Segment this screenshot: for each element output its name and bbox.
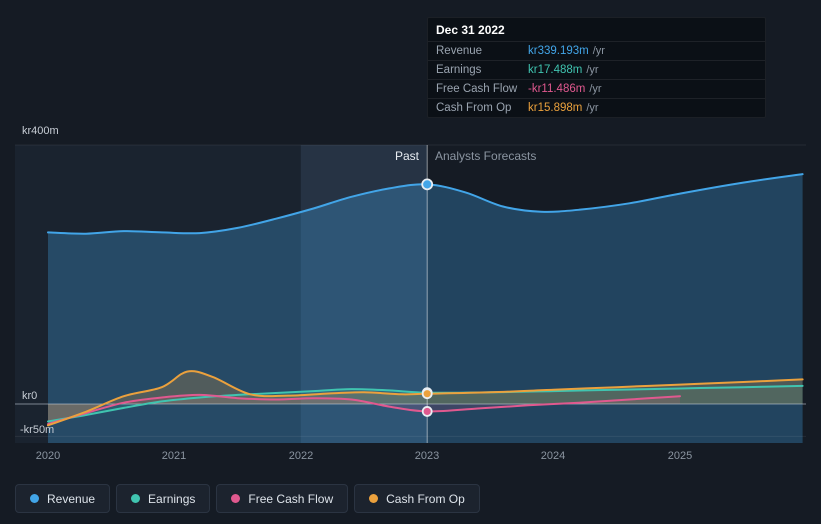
past-section-label: Past xyxy=(394,149,419,163)
tooltip-row-free-cash-flow: Free Cash Flow -kr11.486m /yr xyxy=(428,79,765,98)
series-line-free-cash-flow xyxy=(47,393,681,426)
x-axis-label-2021: 2021 xyxy=(161,450,187,462)
y-axis-label-400m: kr400m xyxy=(22,125,59,137)
tooltip-earnings-value: kr17.488m xyxy=(528,64,583,76)
series-line-revenue xyxy=(47,173,804,235)
tooltip-row-revenue: Revenue kr339.193m /yr xyxy=(428,41,765,60)
tooltip-revenue-value: kr339.193m xyxy=(528,45,589,57)
x-axis-label-2020: 2020 xyxy=(35,450,61,462)
tooltip-cashop-label: Cash From Op xyxy=(436,102,512,114)
tooltip-revenue-label: Revenue xyxy=(436,45,483,57)
free-cash-flow-dot-icon xyxy=(231,494,241,503)
chart-legend: Revenue Earnings Free Cash Flow Cash Fro… xyxy=(15,484,480,513)
series-area-free-cash-flow xyxy=(48,394,680,425)
series-area-revenue xyxy=(48,174,803,443)
tooltip-date: Dec 31 2022 xyxy=(436,23,505,37)
tooltip-fcf-unit: /yr xyxy=(589,83,602,95)
series-line-earnings xyxy=(47,384,804,423)
cash-from-op-dot-icon xyxy=(369,494,379,503)
tooltip-revenue-unit: /yr xyxy=(592,45,605,57)
legend-item-free-cash-flow[interactable]: Free Cash Flow xyxy=(216,484,349,513)
series-line-cash-from-op xyxy=(47,370,804,427)
legend-free-cash-flow-label: Free Cash Flow xyxy=(248,491,334,506)
tooltip-earnings-unit: /yr xyxy=(586,64,599,76)
tooltip-earnings-label: Earnings xyxy=(436,64,482,76)
legend-item-revenue[interactable]: Revenue xyxy=(15,484,111,513)
x-axis-label-2022: 2022 xyxy=(288,450,314,462)
earnings-dot-icon xyxy=(131,494,141,503)
tooltip-cashop-unit: /yr xyxy=(586,102,599,114)
x-axis-label-2025: 2025 xyxy=(667,450,693,462)
tooltip-row-earnings: Earnings kr17.488m /yr xyxy=(428,60,765,79)
revenue-dot-icon xyxy=(30,494,39,503)
x-axis-label-2024: 2024 xyxy=(540,450,566,462)
y-axis-label-neg50m: -kr50m xyxy=(20,424,55,436)
legend-earnings-label: Earnings xyxy=(148,491,196,506)
legend-cash-from-op-label: Cash From Op xyxy=(386,491,465,506)
chart-tooltip: Dec 31 2022 Revenue kr339.193m /yr Earni… xyxy=(427,17,766,118)
tooltip-fcf-label: Free Cash Flow xyxy=(436,83,518,95)
marker-free-cash-flow[interactable] xyxy=(421,406,433,417)
tooltip-fcf-value: -kr11.486m xyxy=(528,83,586,95)
marker-cash-from-op[interactable] xyxy=(421,388,433,400)
tooltip-cashop-value: kr15.898m xyxy=(528,102,583,114)
legend-item-earnings[interactable]: Earnings xyxy=(116,484,211,513)
legend-item-cash-from-op[interactable]: Cash From Op xyxy=(354,484,480,513)
tooltip-row-cash-from-op: Cash From Op kr15.898m /yr xyxy=(428,98,765,117)
legend-revenue-label: Revenue xyxy=(47,491,96,506)
y-axis-label-0: kr0 xyxy=(22,390,38,402)
x-axis-label-2023: 2023 xyxy=(414,450,440,462)
analysts-forecasts-section-label: Analysts Forecasts xyxy=(435,149,537,163)
marker-revenue[interactable] xyxy=(421,178,434,191)
